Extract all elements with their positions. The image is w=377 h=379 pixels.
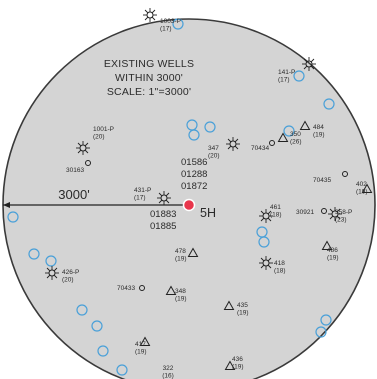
radius-label: 3000': [58, 187, 89, 202]
well-label: 70435: [313, 177, 331, 184]
blue-marker: [283, 125, 295, 137]
well-label: (17): [134, 195, 146, 202]
triangle-well-icon[interactable]: [361, 183, 373, 193]
well-label: (19): [175, 296, 187, 303]
star-well-icon[interactable]: [143, 8, 157, 22]
circle-well-icon[interactable]: [321, 208, 327, 214]
well-label: 436: [232, 356, 243, 363]
blue-marker: [258, 236, 270, 248]
well-label: (19): [135, 349, 147, 356]
center-label-3: 01872: [181, 181, 207, 192]
well-label: 322: [163, 365, 174, 372]
well-label: (19): [237, 310, 249, 317]
well-label: (18): [274, 268, 286, 275]
blue-markers: [7, 18, 335, 376]
well-label: 30921: [296, 209, 314, 216]
center-label-2: 01288: [181, 169, 207, 180]
star-well-icon[interactable]: [259, 209, 273, 223]
well-label: 461: [270, 204, 281, 211]
well-label: (20): [93, 134, 105, 141]
star-well-icon[interactable]: [45, 266, 59, 280]
well-label: (17): [278, 77, 290, 84]
subject-well[interactable]: [182, 198, 196, 212]
center-label-5: 01885: [150, 221, 176, 232]
well-label: (18): [270, 212, 282, 219]
well-label: 30163: [66, 167, 84, 174]
blue-marker: [320, 314, 332, 326]
blue-marker: [188, 129, 200, 141]
triangle-well-icon[interactable]: [299, 120, 311, 130]
well-label: 435: [237, 302, 248, 309]
circle-well-icon[interactable]: [269, 140, 275, 146]
well-label: 348: [175, 288, 186, 295]
well-label: (19): [313, 132, 325, 139]
subject-well-label: 5H: [200, 206, 216, 220]
circle-well-icon[interactable]: [342, 171, 348, 177]
well-label: 1001-P: [93, 126, 114, 133]
well-label: 141-P: [278, 69, 295, 76]
blue-marker: [7, 211, 19, 223]
well-label: (19): [175, 256, 187, 263]
triangle-well-icon[interactable]: [223, 300, 235, 310]
circle-well-icon[interactable]: [139, 285, 145, 291]
blue-marker: [293, 70, 305, 82]
center-label-1: 01586: [181, 157, 207, 168]
triangle-well-icon[interactable]: [139, 336, 151, 346]
blue-marker: [45, 255, 57, 267]
blue-marker: [323, 98, 335, 110]
well-label: (26): [290, 139, 302, 146]
blue-marker: [116, 364, 128, 376]
radius-arrowhead-icon: [3, 202, 10, 208]
well-label: 350: [290, 131, 301, 138]
well-label: 417: [135, 341, 146, 348]
well-label: (20): [62, 277, 74, 284]
well-label: 431-P: [134, 187, 151, 194]
well-label: 478: [175, 248, 186, 255]
well-label: 1003-P: [160, 18, 181, 25]
star-well-icon[interactable]: [226, 137, 240, 151]
well-label: (17): [160, 26, 172, 33]
blue-marker: [172, 18, 184, 30]
blue-marker: [91, 320, 103, 332]
well-label: 70433: [117, 285, 135, 292]
blue-marker: [76, 304, 88, 316]
well-label: (16): [162, 373, 174, 379]
well-label: (19): [356, 189, 368, 196]
star-well-icon[interactable]: [302, 57, 316, 71]
triangle-well-icon[interactable]: [277, 132, 289, 142]
blue-marker: [28, 248, 40, 260]
well-label: 402: [356, 181, 367, 188]
well-label: 426-P: [62, 269, 79, 276]
blue-marker: [97, 345, 109, 357]
star-well-icon[interactable]: [328, 207, 342, 221]
title-line-1: EXISTING WELLS: [104, 58, 194, 70]
triangle-well-icon[interactable]: [165, 285, 177, 295]
star-well-icon[interactable]: [157, 191, 171, 205]
well-label: 347: [208, 145, 219, 152]
blue-marker: [315, 326, 327, 338]
well-label: (19): [232, 364, 244, 371]
circle-well-icon[interactable]: [85, 160, 91, 166]
subject-well-icon[interactable]: [182, 198, 196, 212]
star-well-icon[interactable]: [259, 256, 273, 270]
well-label: 70434: [251, 145, 269, 152]
title-line-2: WITHIN 3000': [115, 72, 183, 84]
well-label: 358-P: [335, 209, 352, 216]
well-label: (23): [335, 217, 347, 224]
triangle-well-icon[interactable]: [321, 240, 333, 250]
well-label: (19): [327, 255, 339, 262]
triangle-well-icon[interactable]: [187, 247, 199, 257]
center-label-4: 01883: [150, 209, 176, 220]
well-label: 486: [327, 247, 338, 254]
well-label: (20): [208, 153, 220, 160]
title-line-3: SCALE: 1"=3000': [107, 86, 191, 98]
wells-layer: 1003-P(17)141-P(17)1001-P(20)30163347(20…: [45, 8, 373, 379]
well-label: 418: [274, 260, 285, 267]
star-well-icon[interactable]: [76, 141, 90, 155]
triangle-well-icon[interactable]: [224, 360, 236, 370]
blue-marker: [204, 121, 216, 133]
well-label: 484: [313, 124, 324, 131]
